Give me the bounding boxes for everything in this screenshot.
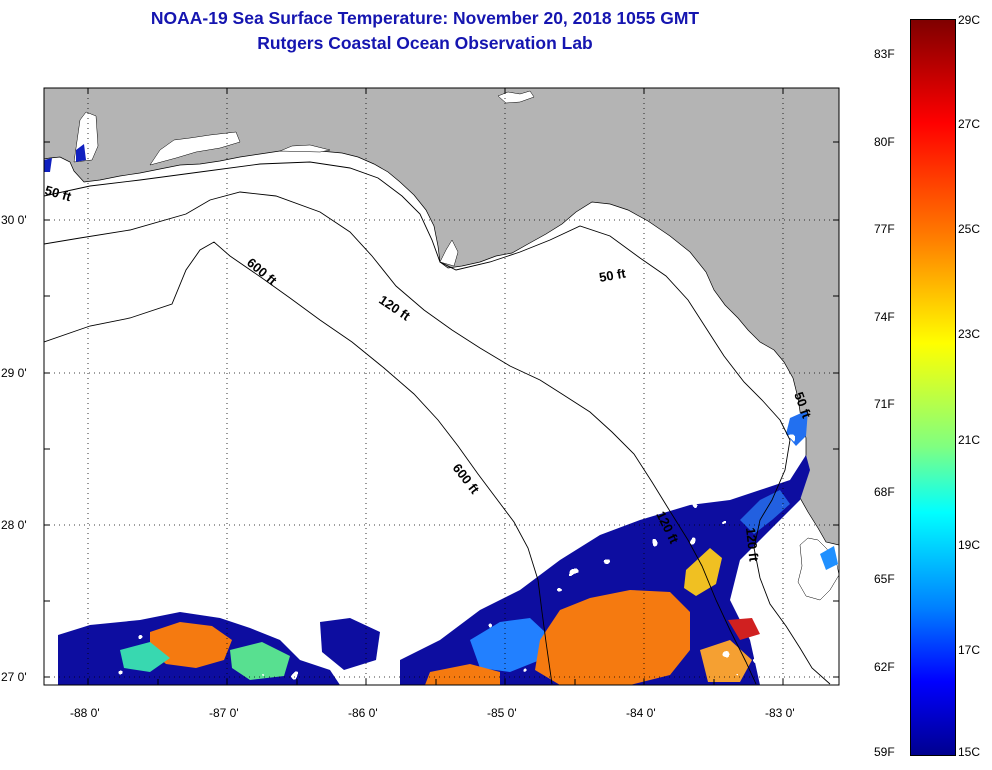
axis-ticks [44, 88, 839, 685]
colorbar-c-label: 19C [958, 538, 981, 552]
colorbar-c-label: 23C [958, 327, 981, 341]
latitude-label: 27 0' [1, 670, 27, 684]
colorbar-f-label: 71F [874, 397, 895, 411]
sst-patch [700, 640, 752, 682]
temperature-colorbar [910, 19, 956, 756]
longitude-label: -86 0' [348, 706, 378, 720]
sst-patch [150, 622, 232, 668]
contour-label: 120 ft [743, 527, 762, 563]
longitude-label: -87 0' [209, 706, 239, 720]
colorbar-f-label: 77F [874, 222, 895, 236]
colorbar-c-label: 17C [958, 643, 981, 657]
colorbar-c-label: 25C [958, 222, 981, 236]
map-title: NOAA-19 Sea Surface Temperature: Novembe… [150, 8, 700, 28]
sst-patch [820, 546, 838, 570]
colorbar-f-label: 83F [874, 47, 895, 61]
land-mass [44, 88, 839, 546]
sst-patch [230, 642, 290, 680]
coastal-bay [439, 239, 459, 267]
coastal-bay [149, 131, 241, 166]
colorbar-f-label: 62F [874, 660, 895, 674]
colorbar-c-label: 21C [958, 433, 981, 447]
colorbar-f-label: 74F [874, 310, 895, 324]
colorbar-c-label: 15C [958, 745, 981, 759]
longitude-label: -83 0' [765, 706, 795, 720]
sst-data-layer [44, 144, 838, 685]
map-subtitle: Rutgers Coastal Ocean Observation Lab [257, 33, 593, 53]
latitude-label: 29 0' [1, 366, 27, 380]
sst-patch [44, 158, 52, 172]
colorbar-f-label: 80F [874, 135, 895, 149]
sst-patch [76, 144, 86, 162]
contour-600ft [44, 241, 553, 685]
coastal-bay [497, 90, 535, 104]
colorbar-f-label: 65F [874, 572, 895, 586]
colorbar-f-label: 68F [874, 485, 895, 499]
colorbar-c-label: 29C [958, 13, 981, 27]
latitude-label: 28 0' [1, 518, 27, 532]
contour-label: 50 ft [598, 265, 628, 285]
sst-patch [470, 618, 545, 672]
colorbar-c-label: 27C [958, 117, 981, 131]
contour-50ft-east [753, 419, 831, 685]
latitude-label: 30 0' [1, 213, 27, 227]
sst-patch [786, 410, 808, 446]
longitude-label: -88 0' [70, 706, 100, 720]
coastal-bay [279, 144, 331, 153]
sst-patch [320, 618, 380, 670]
sst-patch [535, 590, 690, 685]
contour-50ft-north [44, 161, 781, 421]
colorbar-f-label: 59F [874, 745, 895, 759]
map-frame [43, 87, 840, 686]
longitude-label: -84 0' [626, 706, 656, 720]
sst-patch [425, 664, 500, 685]
sst-patch [120, 642, 170, 672]
contour-label: 50 ft [43, 182, 73, 204]
sst-patch [684, 548, 722, 596]
longitude-label: -85 0' [487, 706, 517, 720]
sst-patch [728, 618, 760, 640]
contour-120ft [44, 191, 757, 685]
